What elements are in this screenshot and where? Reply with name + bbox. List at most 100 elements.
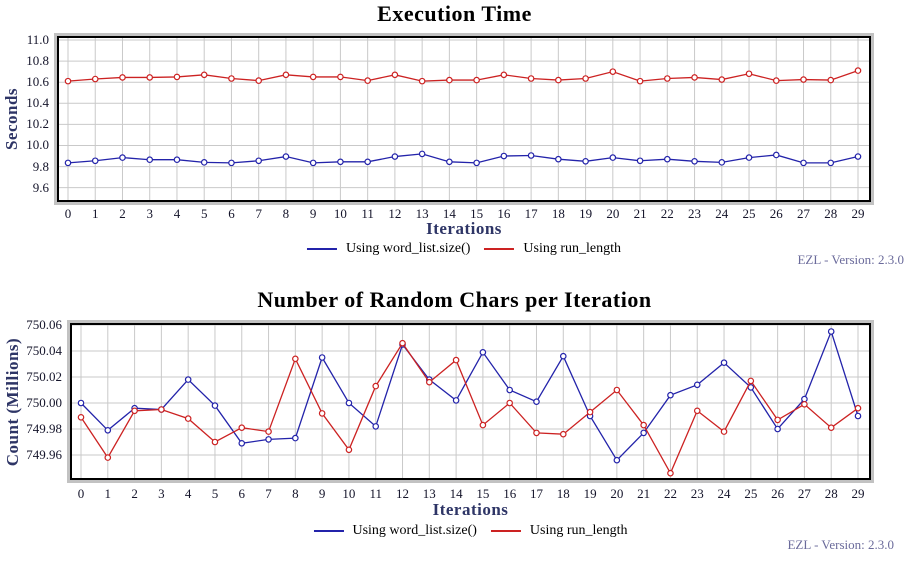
y-tick-label: 750.02	[26, 368, 62, 384]
x-tick-label: 4	[173, 206, 181, 221]
x-tick-label: 29	[851, 486, 865, 501]
x-tick-label: 18	[556, 486, 570, 501]
x-tick-label: 5	[200, 206, 208, 221]
data-point-marker	[801, 395, 808, 403]
y-tick-label: 750.00	[26, 394, 62, 410]
y-tick-label: 750.06	[26, 317, 62, 332]
data-point-marker	[854, 153, 862, 160]
x-tick-label: 3	[146, 206, 153, 221]
legend: Using word_list.size() Using run_length	[313, 523, 628, 539]
y-tick-label: 9.6	[32, 179, 49, 195]
legend-label: Using run_length	[523, 241, 622, 256]
data-point-marker	[667, 469, 674, 477]
data-point-marker	[173, 73, 181, 81]
data-point-marker	[146, 156, 154, 164]
data-point-marker	[446, 76, 453, 84]
data-point-marker	[609, 68, 617, 75]
data-point-marker	[609, 154, 617, 161]
legend-item: Using run_length	[490, 523, 628, 539]
data-point-marker	[559, 352, 567, 360]
random-chars-chart: Number of Random Chars per Iteration Cou…	[0, 283, 909, 565]
x-tick-label: 12	[388, 206, 402, 221]
x-tick-label: 7	[265, 486, 272, 501]
data-point-marker	[200, 159, 208, 166]
data-point-marker	[718, 159, 726, 166]
x-tick-label: 10	[342, 486, 356, 501]
data-point-marker	[104, 454, 112, 461]
x-tick-label: 17	[524, 206, 538, 221]
data-point-marker	[265, 428, 272, 435]
series-run-length	[77, 339, 862, 477]
data-point-marker	[391, 153, 399, 160]
x-tick-label: 19	[583, 486, 597, 501]
x-axis-label: Iterations	[426, 219, 502, 238]
data-point-marker	[720, 428, 728, 435]
data-point-marker	[774, 425, 781, 433]
series-word-list-size	[64, 150, 862, 167]
data-point-marker	[345, 446, 353, 454]
x-tick-label: 22	[660, 206, 674, 221]
data-point-marker	[184, 415, 192, 422]
data-point-marker	[238, 439, 246, 447]
data-point-marker	[399, 339, 406, 347]
data-point-marker	[555, 155, 562, 163]
data-point-marker	[533, 429, 540, 437]
x-tick-label: 3	[158, 486, 165, 501]
legend-line-sample	[484, 248, 515, 250]
data-point-marker	[613, 456, 621, 464]
x-tick-label: 14	[449, 486, 463, 501]
data-point-marker	[131, 407, 138, 415]
data-point-marker	[146, 74, 154, 81]
data-point-marker	[473, 76, 480, 84]
data-point-marker	[800, 159, 807, 167]
x-tick-label: 23	[690, 486, 704, 501]
x-tick-label: 27	[797, 486, 811, 501]
data-point-marker	[372, 423, 380, 430]
version-watermark: EZL - Version: 2.3.0	[787, 537, 894, 552]
data-point-marker	[104, 426, 112, 434]
x-tick-label: 15	[476, 486, 490, 501]
x-tick-label: 28	[824, 206, 838, 221]
data-point-marker	[664, 155, 671, 163]
y-tick-label: 10.2	[26, 116, 49, 132]
data-point-marker	[228, 75, 235, 82]
data-point-marker	[800, 76, 807, 83]
plot-area	[67, 320, 874, 483]
x-tick-label: 25	[742, 206, 756, 221]
data-point-marker	[533, 398, 540, 405]
x-tick-label: 23	[688, 206, 702, 221]
data-point-marker	[854, 404, 862, 412]
data-point-marker	[667, 391, 674, 399]
data-point-marker	[292, 434, 299, 442]
x-tick-label: 26	[769, 206, 783, 221]
data-point-marker	[211, 438, 219, 446]
data-point-marker	[745, 154, 753, 161]
x-tick-label: 16	[497, 206, 511, 221]
data-point-marker	[827, 76, 835, 84]
x-tick-label: 26	[771, 486, 785, 501]
data-point-marker	[184, 376, 192, 383]
data-point-marker	[801, 400, 808, 408]
data-point-marker	[640, 421, 647, 429]
data-point-marker	[586, 408, 594, 416]
plot-area	[54, 33, 874, 205]
data-point-marker	[718, 76, 726, 83]
x-tick-label: 6	[228, 206, 235, 221]
x-tick-label: 15	[470, 206, 484, 221]
chart-title: Number of Random Chars per Iteration	[257, 287, 652, 312]
data-point-marker	[613, 386, 621, 394]
data-point-marker	[372, 382, 380, 390]
y-tick-label: 9.8	[32, 158, 49, 174]
legend-label: Using run_length	[529, 523, 628, 538]
legend-item: Using word_list.size()	[313, 523, 477, 539]
x-tick-label: 13	[415, 206, 429, 221]
x-tick-label: 16	[503, 486, 517, 501]
data-point-marker	[364, 77, 371, 84]
x-tick-label: 14	[442, 206, 456, 221]
legend-line-sample	[490, 530, 521, 532]
data-point-marker	[747, 377, 755, 385]
version-watermark: EZL - Version: 2.3.0	[797, 252, 904, 267]
legend: Using word_list.size() Using run_length	[306, 241, 622, 257]
data-point-marker	[238, 424, 246, 431]
